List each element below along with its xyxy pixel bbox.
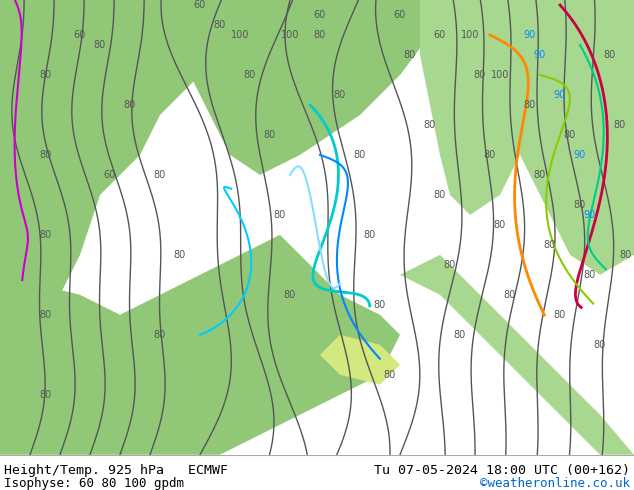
Text: 80: 80 [504,290,516,300]
Text: 80: 80 [274,210,286,220]
Text: 90: 90 [534,50,546,60]
Text: 60: 60 [104,170,116,180]
Text: 60: 60 [314,10,326,20]
Text: 80: 80 [264,130,276,140]
Text: 80: 80 [444,260,456,270]
Polygon shape [320,335,400,385]
Text: 60: 60 [394,10,406,20]
Text: 100: 100 [231,30,249,40]
Text: ©weatheronline.co.uk: ©weatheronline.co.uk [480,477,630,490]
Text: 80: 80 [284,290,296,300]
Text: 80: 80 [594,340,606,350]
Text: 80: 80 [554,310,566,320]
Text: 80: 80 [534,170,546,180]
Polygon shape [0,235,400,455]
Text: 80: 80 [354,150,366,160]
Polygon shape [480,0,634,275]
Text: 100: 100 [491,70,509,80]
Text: 80: 80 [604,50,616,60]
Text: 80: 80 [124,100,136,110]
Text: 80: 80 [524,100,536,110]
Text: 80: 80 [154,330,166,340]
Text: Tu 07-05-2024 18:00 UTC (00+162): Tu 07-05-2024 18:00 UTC (00+162) [374,464,630,477]
Text: 80: 80 [424,120,436,130]
Text: 60: 60 [74,30,86,40]
Text: 80: 80 [314,30,326,40]
Text: 80: 80 [39,150,51,160]
Text: 80: 80 [154,170,166,180]
Text: 80: 80 [39,310,51,320]
Text: 100: 100 [281,30,299,40]
Text: 80: 80 [544,240,556,250]
Text: 80: 80 [174,250,186,260]
Text: 80: 80 [434,190,446,200]
Text: 80: 80 [214,20,226,30]
Polygon shape [0,0,220,455]
Text: 90: 90 [584,210,596,220]
Text: 80: 80 [484,150,496,160]
Text: 90: 90 [524,30,536,40]
Text: Height/Temp. 925 hPa   ECMWF: Height/Temp. 925 hPa ECMWF [4,464,228,477]
Text: 80: 80 [334,90,346,100]
Text: 80: 80 [574,200,586,210]
Text: 80: 80 [94,40,106,50]
Polygon shape [150,0,430,175]
Text: 80: 80 [474,70,486,80]
Text: 80: 80 [454,330,466,340]
Text: 80: 80 [39,70,51,80]
Text: 60: 60 [194,0,206,10]
Text: Isophyse: 60 80 100 gpdm: Isophyse: 60 80 100 gpdm [4,477,184,490]
Text: 80: 80 [244,70,256,80]
Text: 100: 100 [461,30,479,40]
Text: 80: 80 [364,230,376,240]
Text: 60: 60 [434,30,446,40]
Text: 80: 80 [494,220,506,230]
Text: 80: 80 [584,270,596,280]
Text: 80: 80 [39,390,51,400]
Text: 80: 80 [619,250,631,260]
Polygon shape [400,255,634,455]
Text: 80: 80 [39,230,51,240]
Text: 80: 80 [564,130,576,140]
Text: 80: 80 [404,50,416,60]
Text: 80: 80 [374,300,386,310]
Text: 90: 90 [574,150,586,160]
Polygon shape [420,0,560,215]
Text: 80: 80 [384,370,396,380]
Text: 80: 80 [614,120,626,130]
Text: 90: 90 [554,90,566,100]
